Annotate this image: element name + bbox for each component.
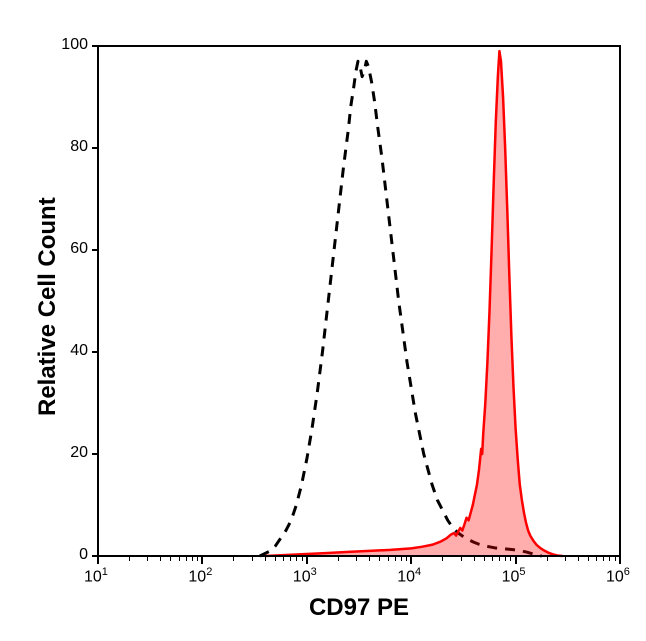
x-minor-tick — [283, 556, 284, 561]
x-minor-tick — [461, 556, 462, 561]
x-tick-label: 102 — [188, 566, 212, 586]
x-axis-label: CD97 PE — [98, 594, 620, 622]
plot-frame — [98, 46, 620, 556]
x-minor-tick — [170, 556, 171, 561]
x-tick-label: 105 — [502, 566, 526, 586]
x-minor-tick — [302, 556, 303, 561]
x-minor-tick — [492, 556, 493, 561]
x-minor-tick — [474, 556, 475, 561]
x-minor-tick — [379, 556, 380, 561]
y-tick-label: 80 — [70, 138, 88, 156]
x-minor-tick — [603, 556, 604, 561]
series-stained-fill — [265, 51, 563, 556]
x-tick — [410, 556, 412, 564]
x-minor-tick — [129, 556, 130, 561]
x-minor-tick — [296, 556, 297, 561]
y-tick — [92, 45, 98, 47]
y-tick-label: 60 — [70, 240, 88, 258]
x-minor-tick — [609, 556, 610, 561]
y-tick-label: 40 — [70, 342, 88, 360]
x-minor-tick — [233, 556, 234, 561]
x-minor-tick — [147, 556, 148, 561]
x-tick-label: 101 — [84, 566, 108, 586]
x-minor-tick — [499, 556, 500, 561]
x-minor-tick — [252, 556, 253, 561]
x-minor-tick — [197, 556, 198, 561]
x-minor-tick — [356, 556, 357, 561]
x-minor-tick — [395, 556, 396, 561]
x-minor-tick — [510, 556, 511, 561]
x-tick — [515, 556, 517, 564]
y-tick-label: 20 — [70, 444, 88, 462]
x-minor-tick — [505, 556, 506, 561]
y-axis-label: Relative Cell Count — [34, 197, 62, 416]
x-minor-tick — [615, 556, 616, 561]
x-minor-tick — [547, 556, 548, 561]
x-minor-tick — [265, 556, 266, 561]
x-tick — [619, 556, 621, 564]
x-minor-tick — [442, 556, 443, 561]
x-minor-tick — [369, 556, 370, 561]
x-minor-tick — [179, 556, 180, 561]
y-tick-label: 0 — [79, 546, 88, 564]
x-minor-tick — [588, 556, 589, 561]
x-tick — [306, 556, 308, 564]
x-tick-label: 103 — [293, 566, 317, 586]
x-tick — [201, 556, 203, 564]
y-tick-label: 100 — [61, 36, 88, 54]
x-minor-tick — [388, 556, 389, 561]
y-tick — [92, 351, 98, 353]
y-tick — [92, 249, 98, 251]
x-minor-tick — [290, 556, 291, 561]
x-tick-label: 104 — [397, 566, 421, 586]
y-tick — [92, 453, 98, 455]
plot-area — [98, 46, 620, 556]
x-minor-tick — [578, 556, 579, 561]
x-minor-tick — [275, 556, 276, 561]
x-minor-tick — [484, 556, 485, 561]
x-minor-tick — [338, 556, 339, 561]
x-minor-tick — [186, 556, 187, 561]
x-minor-tick — [160, 556, 161, 561]
y-tick — [92, 147, 98, 149]
x-tick-label: 106 — [606, 566, 630, 586]
x-minor-tick — [192, 556, 193, 561]
x-minor-tick — [565, 556, 566, 561]
x-tick — [97, 556, 99, 564]
x-minor-tick — [401, 556, 402, 561]
x-minor-tick — [406, 556, 407, 561]
x-minor-tick — [596, 556, 597, 561]
